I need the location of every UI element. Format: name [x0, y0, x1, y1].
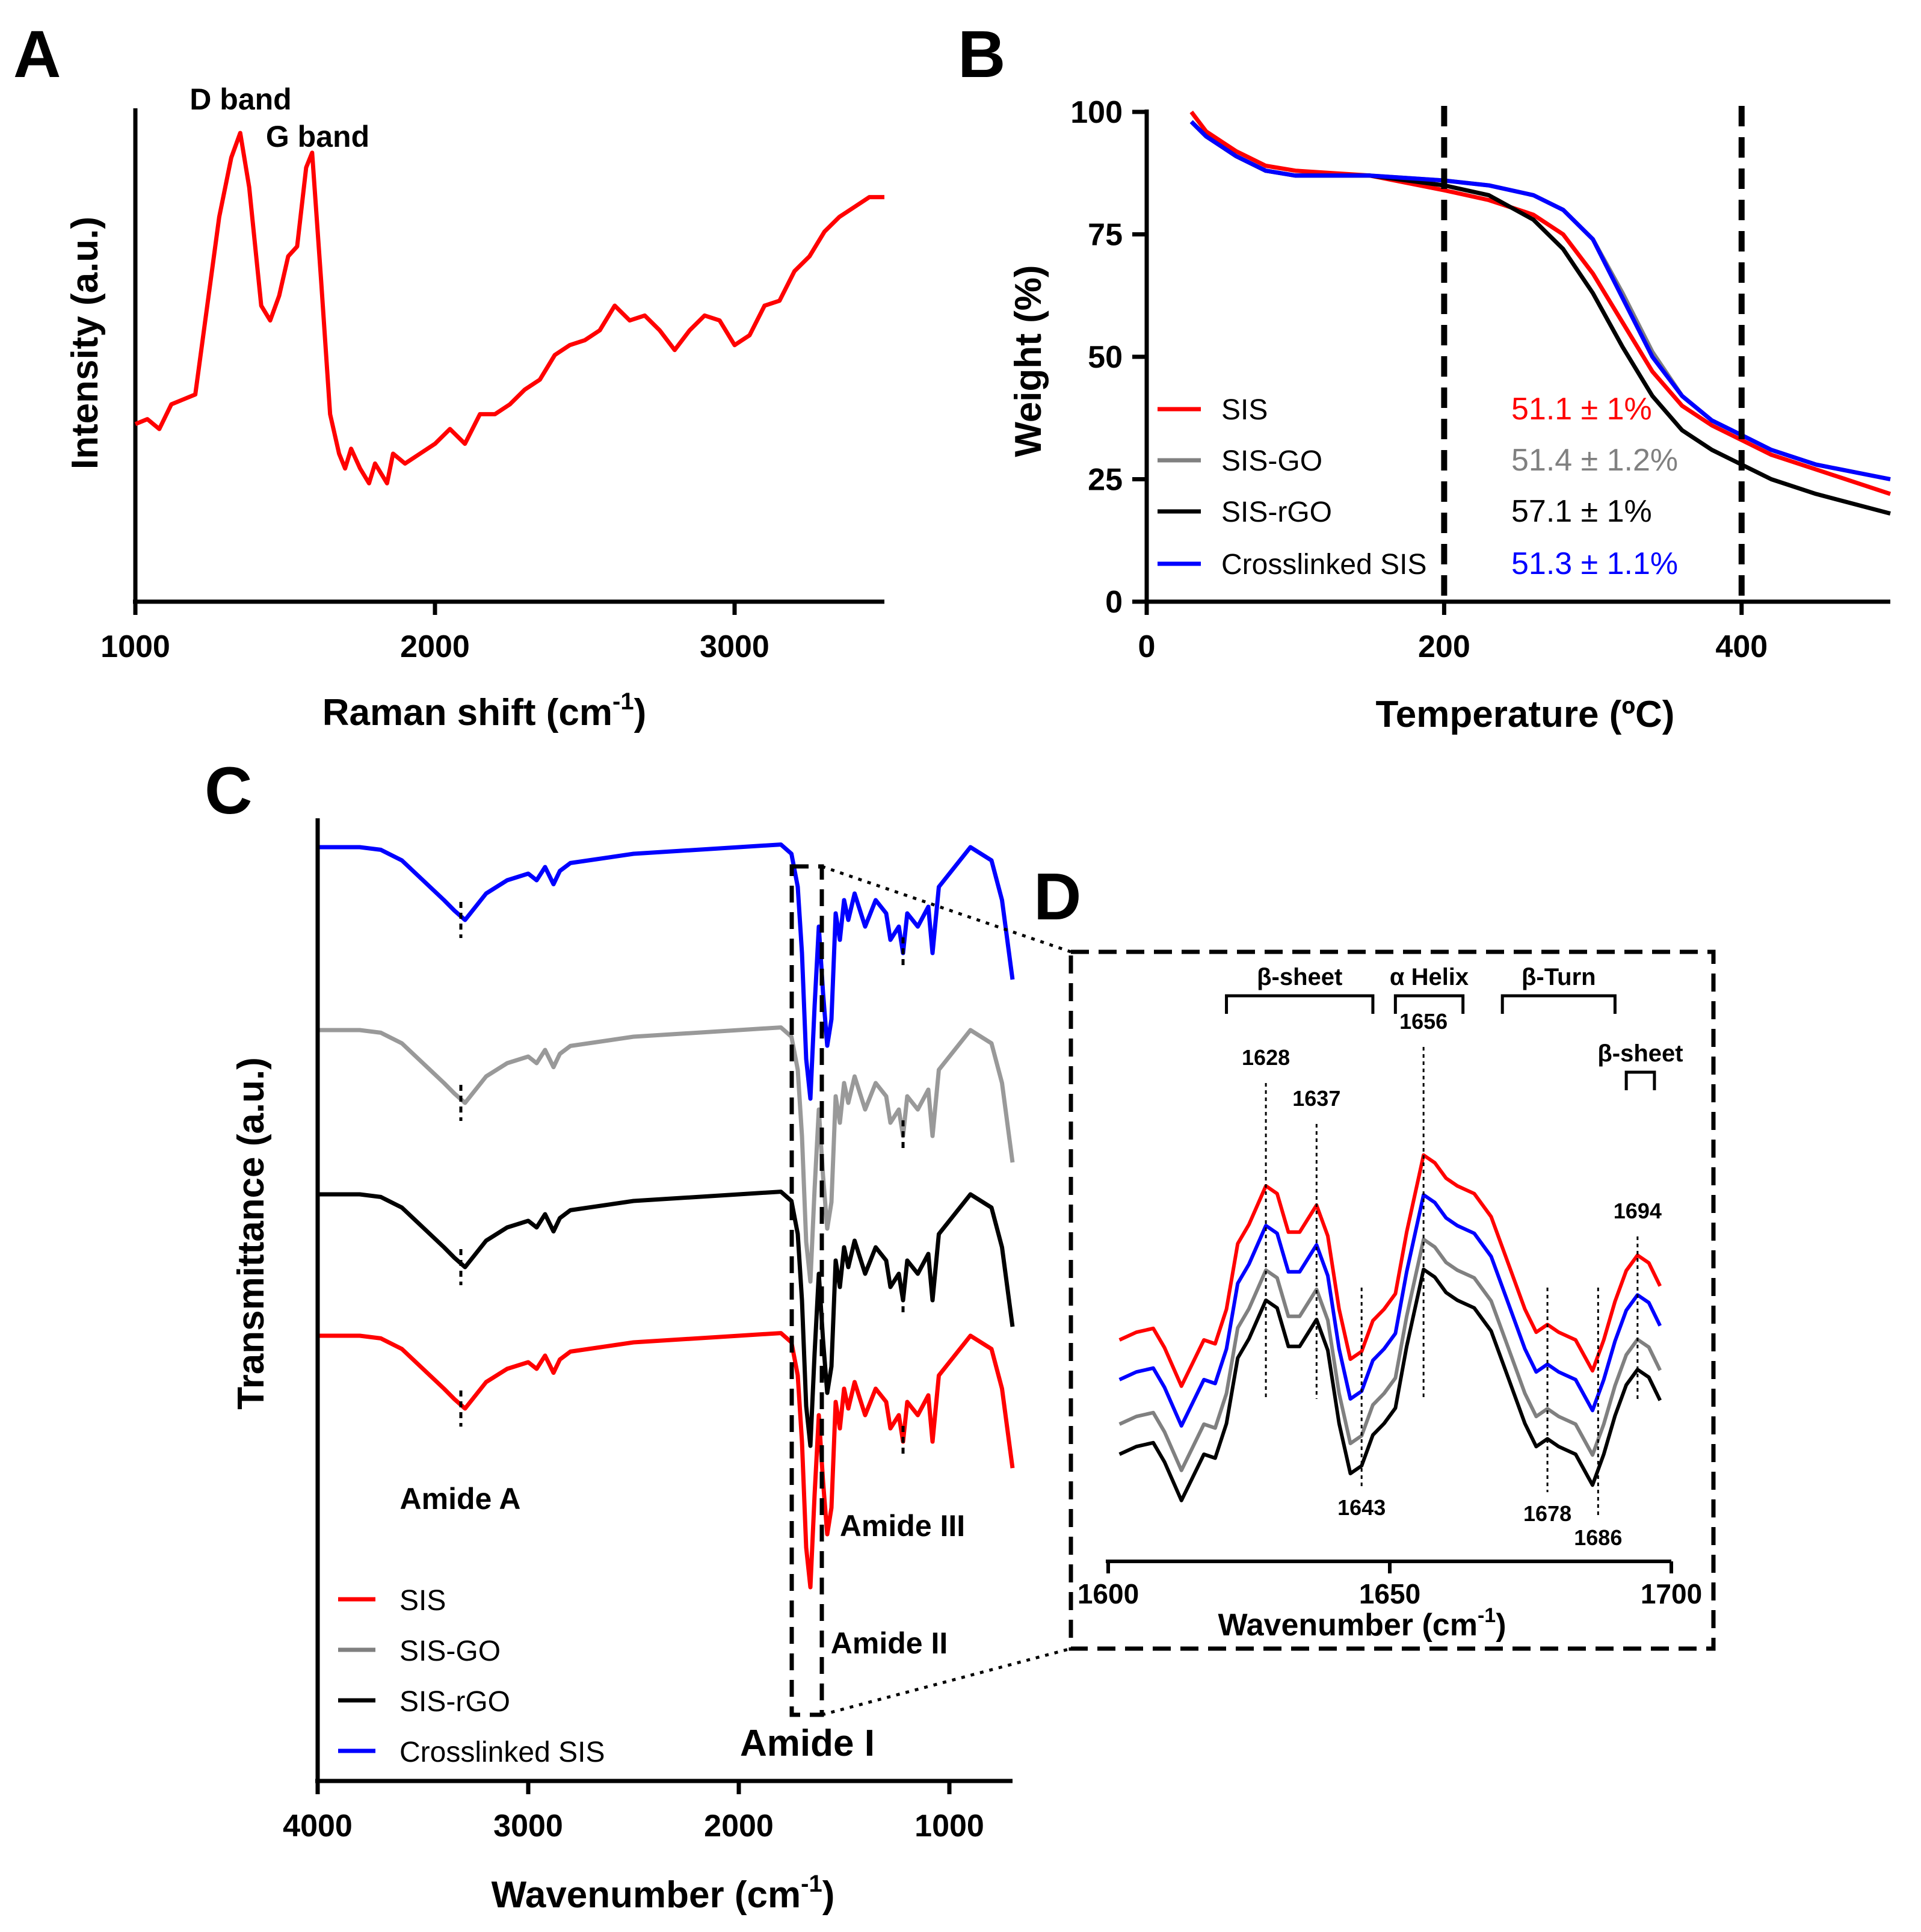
panel-a-letter: A — [13, 17, 61, 91]
c-x-tick-label: 3000 — [493, 1809, 563, 1844]
d-peak-label: 1686 — [1574, 1525, 1622, 1550]
d-series-line — [1118, 1237, 1662, 1472]
d-peak-label: 1694 — [1614, 1199, 1662, 1223]
c-series-line — [318, 1331, 1015, 1590]
zoom-connector-bottom — [821, 1647, 1072, 1717]
panel-a-xlabel-close: ) — [634, 692, 647, 733]
b-y-tick-label: 0 — [1105, 585, 1123, 620]
d-peak-label: 1643 — [1337, 1495, 1386, 1520]
panel-a-xlabel-sup: -1 — [612, 688, 634, 715]
a-x-tick-label: 1000 — [100, 629, 170, 664]
d-peak-label: 1656 — [1399, 1009, 1448, 1034]
panel-a-ylabel: Intensity (a.u.) — [64, 217, 106, 469]
b-x-tick-label: 400 — [1715, 629, 1768, 664]
c-legend-sis-rgo: SIS-rGO — [399, 1686, 510, 1718]
residue-sis-go: 51.4 ± 1.2% — [1511, 443, 1678, 478]
b-y-tick-label: 50 — [1088, 340, 1123, 375]
panel-d-xlabel-main: Wavenumber (cm — [1218, 1608, 1478, 1643]
b-x-tick-label: 0 — [1138, 629, 1156, 664]
legend-sis-rgo: SIS-rGO — [1221, 496, 1332, 528]
panel-d-letter: D — [1034, 860, 1081, 934]
panel-c-xlabel-main: Wavenumber (cm — [492, 1874, 801, 1916]
panel-a-xlabel: Raman shift (cm-1) — [322, 688, 647, 733]
residue-sis-rgo: 57.1 ± 1% — [1511, 494, 1652, 529]
a-x-tick-label: 2000 — [400, 629, 470, 664]
residue-crosslinked-sis: 51.3 ± 1.1% — [1511, 546, 1678, 581]
d-series-line — [1118, 1153, 1662, 1388]
panel-b-legend: SIS SIS-GO SIS-rGO Crosslinked SIS 51.1 … — [1158, 392, 1678, 581]
panel-b-ylabel: Weight (%) — [1008, 265, 1049, 457]
d-band-label: D band — [190, 82, 291, 116]
g-band-label: G band — [266, 120, 369, 153]
panel-c-ylabel: Transmittance (a.u.) — [230, 1057, 272, 1410]
c-series-line — [318, 842, 1015, 1101]
c-x-tick-label: 2000 — [704, 1809, 774, 1844]
d-bracket-label: β-sheet — [1257, 964, 1342, 990]
legend-sis-go: SIS-GO — [1221, 445, 1322, 477]
d-bracket — [1225, 994, 1375, 1014]
c-x-tick-label: 4000 — [283, 1809, 353, 1844]
c-legend-crosslinked-sis: Crosslinked SIS — [399, 1736, 605, 1768]
amide-iii-label: Amide III — [840, 1509, 965, 1543]
a-series-line — [134, 131, 884, 486]
panel-c-plot: 4000 3000 2000 1000 — [283, 818, 1015, 1844]
panel-c-legend: SIS SIS-GO SIS-rGO Crosslinked SIS — [338, 1585, 605, 1768]
a-x-tick-label: 3000 — [700, 629, 769, 664]
amide-i-label: Amide I — [740, 1723, 875, 1764]
legend-sis: SIS — [1221, 394, 1268, 426]
panel-b-plot: 0 25 50 75 100 0 200 400 — [1070, 95, 1892, 664]
b-y-tick-label: 25 — [1088, 463, 1123, 498]
panel-d-xlabel: Wavenumber (cm-1) — [1218, 1604, 1506, 1643]
panel-d-xlabel-sup: -1 — [1478, 1604, 1496, 1627]
panel-c-xlabel-close: ) — [822, 1874, 835, 1916]
d-x-tick-label: 1600 — [1078, 1578, 1139, 1609]
b-series-line — [1189, 110, 1892, 496]
legend-crosslinked-sis: Crosslinked SIS — [1221, 549, 1426, 581]
d-peak-label: 1637 — [1292, 1086, 1340, 1111]
panel-b-xlabel: Temperature (ºC) — [1376, 694, 1675, 735]
d-x-tick-label: 1650 — [1359, 1578, 1420, 1609]
d-bracket-label: β-Turn — [1522, 964, 1596, 990]
c-legend-sis: SIS — [399, 1585, 446, 1617]
c-x-tick-label: 1000 — [914, 1809, 984, 1844]
c-series-line — [318, 1190, 1015, 1448]
panel-a: A Intensity (a.u.) Raman shift (cm-1) D … — [13, 17, 884, 733]
panel-a-plot: 1000 2000 3000 — [100, 108, 884, 664]
d-bracket — [1500, 994, 1617, 1014]
d-series-line — [1118, 1193, 1662, 1428]
d-bracket-label: α Helix — [1390, 964, 1469, 990]
panel-a-xlabel-main: Raman shift (cm — [322, 692, 612, 733]
amide-ii-label: Amide II — [831, 1626, 948, 1660]
d-x-tick-label: 1700 — [1641, 1578, 1702, 1609]
c-legend-sis-go: SIS-GO — [399, 1635, 501, 1667]
panel-b-letter: B — [958, 17, 1005, 91]
d-bracket — [1393, 994, 1465, 1014]
panel-d-xlabel-close: ) — [1496, 1608, 1506, 1643]
residue-sis: 51.1 ± 1% — [1511, 392, 1652, 427]
panel-c: C Transmittance (a.u.) Wavenumber (cm-1)… — [205, 754, 1072, 1916]
zoom-region-box — [789, 864, 824, 1717]
d-peak-label: 1678 — [1523, 1501, 1571, 1526]
panel-c-xlabel: Wavenumber (cm-1) — [492, 1871, 835, 1916]
d-bracket-label: β-sheet — [1597, 1040, 1683, 1067]
d-series-line — [1118, 1267, 1662, 1502]
amide-a-label: Amide A — [400, 1482, 521, 1516]
c-series-line — [318, 1025, 1015, 1284]
panel-c-xlabel-sup: -1 — [801, 1871, 822, 1897]
d-peak-label: 1628 — [1242, 1045, 1290, 1070]
d-bracket — [1624, 1070, 1656, 1090]
b-y-tick-label: 75 — [1088, 218, 1123, 253]
panel-c-letter: C — [205, 754, 252, 828]
b-y-tick-label: 100 — [1070, 95, 1123, 130]
b-x-tick-label: 200 — [1418, 629, 1470, 664]
panel-b: B Weight (%) Temperature (ºC) 0 25 50 75 100… — [958, 17, 1892, 735]
